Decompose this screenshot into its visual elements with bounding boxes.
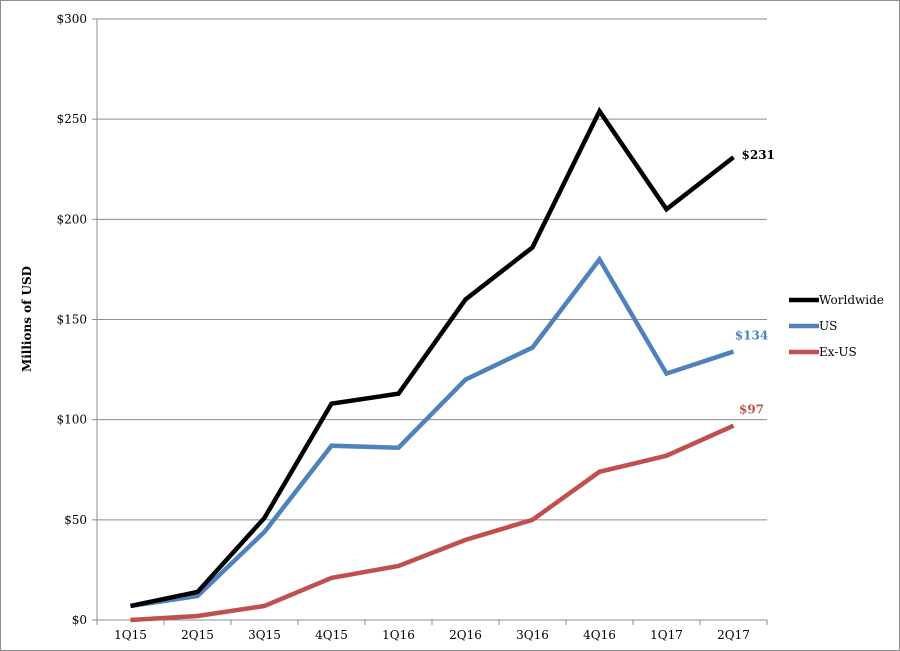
x-tick-label: 1Q17: [650, 628, 683, 642]
x-tick-label: 2Q15: [181, 628, 214, 642]
y-axis-ticks: $0 $50 $100 $150 $200 $250 $300: [56, 12, 97, 627]
legend-entry: Worldwide: [819, 293, 884, 307]
legend-entry: Ex-US: [819, 345, 857, 359]
x-axis-ticks: 1Q15 2Q15 3Q15 4Q15 1Q16 2Q16 3Q16 4Q16 1Q17 2Q17: [96, 620, 768, 642]
legend: Worldwide US Ex-US: [789, 293, 884, 359]
series-lines: [130, 106, 735, 623]
gridlines: [97, 18, 767, 521]
series-line-worldwide: [130, 106, 735, 609]
end-labels: $231 $134 $97: [735, 148, 775, 416]
x-tick-label: 2Q16: [449, 628, 482, 642]
series-line-us: [130, 255, 735, 609]
y-tick-label: $150: [56, 313, 87, 327]
end-label-ex-us: $97: [739, 403, 764, 417]
legend-entry: US: [819, 319, 837, 333]
series-line-ex-us: [130, 423, 735, 623]
y-tick-label: $200: [56, 212, 87, 226]
y-tick-label: $100: [56, 413, 87, 427]
y-tick-label: $50: [64, 513, 87, 527]
y-axis-label: Millions of USD: [20, 266, 34, 372]
x-tick-label: 1Q15: [114, 628, 147, 642]
end-label-worldwide: $231: [742, 148, 775, 162]
x-tick-label: 1Q16: [382, 628, 415, 642]
x-tick-label: 4Q16: [583, 628, 616, 642]
x-tick-label: 3Q16: [516, 628, 549, 642]
x-tick-label: 2Q17: [717, 628, 750, 642]
x-tick-label: 4Q15: [315, 628, 348, 642]
y-tick-label: $300: [56, 12, 87, 26]
y-tick-label: $250: [56, 112, 87, 126]
x-tick-label: 3Q15: [248, 628, 281, 642]
y-tick-label: $0: [72, 613, 87, 627]
end-label-us: $134: [735, 329, 768, 343]
